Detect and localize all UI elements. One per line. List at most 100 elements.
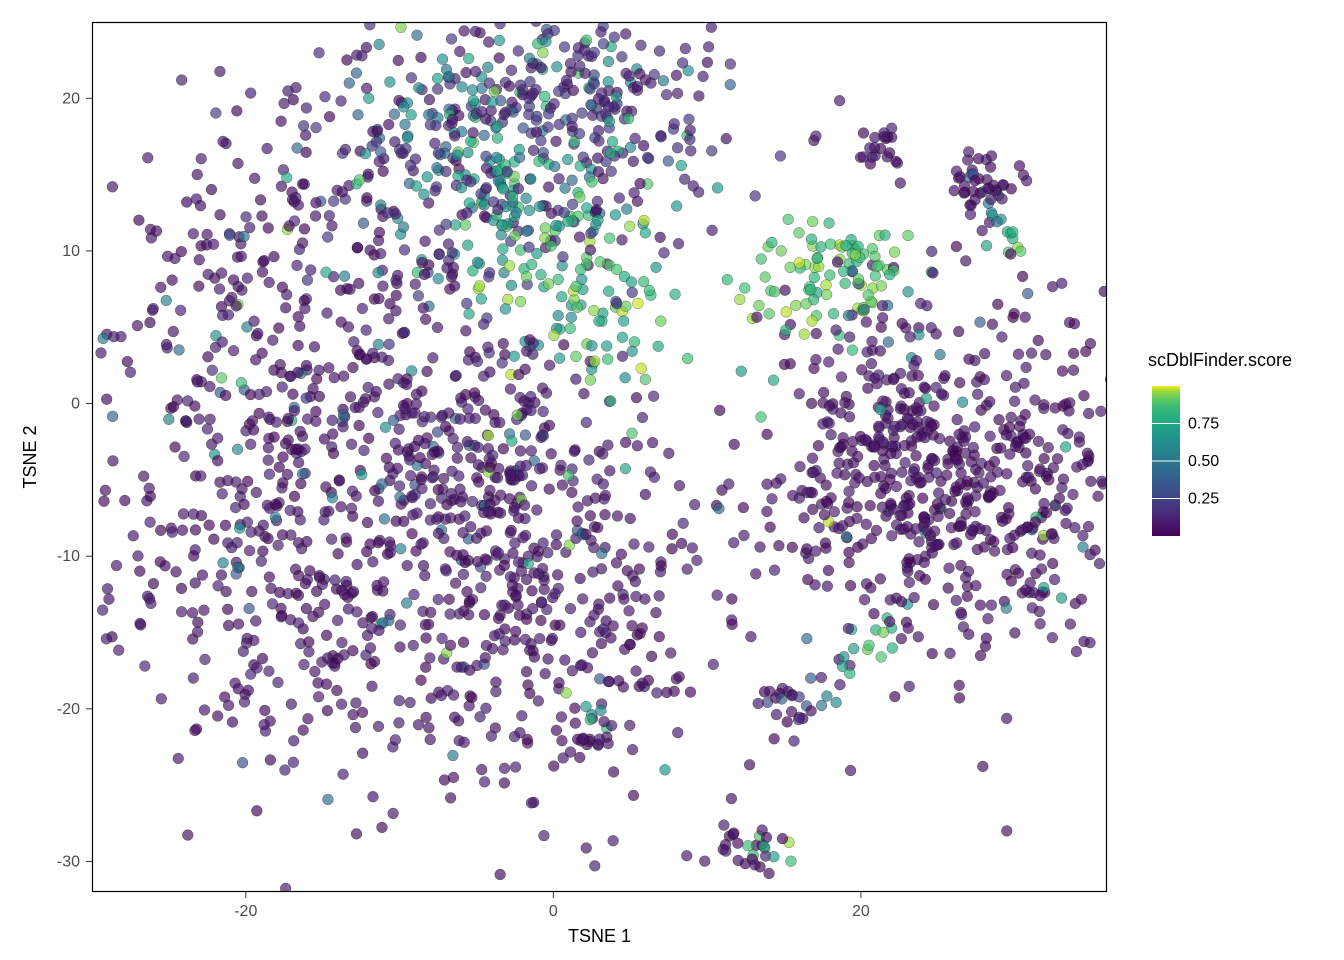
data-point: [556, 291, 567, 302]
x-tick-label: 20: [852, 903, 870, 920]
data-point: [397, 328, 408, 339]
data-point: [1013, 568, 1024, 579]
data-point: [410, 279, 421, 290]
data-point: [714, 503, 725, 514]
data-point: [811, 131, 822, 142]
data-point: [526, 797, 537, 808]
data-point: [352, 242, 363, 253]
data-point: [903, 286, 914, 297]
data-point: [886, 530, 897, 541]
data-point: [726, 615, 737, 626]
data-point: [111, 560, 122, 571]
data-point: [875, 346, 886, 357]
data-point: [197, 570, 208, 581]
data-point: [764, 308, 775, 319]
data-point: [541, 36, 552, 47]
data-point: [413, 290, 424, 301]
data-point: [611, 298, 622, 309]
data-point: [805, 284, 816, 295]
data-point: [1017, 271, 1028, 282]
data-point: [585, 510, 596, 521]
data-point: [80, 142, 91, 153]
data-point: [463, 53, 474, 64]
data-point: [933, 511, 944, 522]
data-point: [896, 596, 907, 607]
data-point: [594, 734, 605, 745]
y-tick-label: 10: [62, 243, 80, 260]
data-point: [870, 270, 881, 281]
data-point: [246, 586, 257, 597]
data-point: [834, 95, 845, 106]
data-point: [956, 468, 967, 479]
data-point: [505, 470, 516, 481]
data-point: [220, 520, 231, 531]
data-point: [728, 537, 739, 548]
data-point: [786, 856, 797, 867]
data-point: [862, 347, 873, 358]
data-point: [611, 264, 622, 275]
data-point: [134, 566, 145, 577]
data-point: [66, 649, 77, 660]
data-point: [951, 166, 962, 177]
data-point: [852, 513, 863, 524]
data-point: [322, 232, 333, 243]
data-point: [236, 251, 247, 262]
data-point: [575, 573, 586, 584]
data-point: [390, 734, 401, 745]
data-point: [440, 563, 451, 574]
data-point: [629, 336, 640, 347]
data-point: [57, 423, 68, 434]
data-point: [513, 46, 524, 57]
data-point: [352, 559, 363, 570]
data-point: [816, 700, 827, 711]
data-point: [206, 184, 217, 195]
data-point: [216, 372, 227, 383]
data-point: [228, 345, 239, 356]
data-point: [383, 119, 394, 130]
data-point: [293, 590, 304, 601]
data-point: [603, 76, 614, 87]
data-point: [802, 574, 813, 585]
data-point: [819, 509, 830, 520]
data-point: [581, 35, 592, 46]
data-point: [340, 144, 351, 155]
data-point: [769, 733, 780, 744]
data-point: [596, 638, 607, 649]
data-point: [783, 214, 794, 225]
data-point: [919, 382, 930, 393]
data-point: [362, 192, 373, 203]
data-point: [629, 187, 640, 198]
data-point: [725, 79, 736, 90]
data-point: [461, 208, 472, 219]
data-point: [764, 868, 775, 879]
data-point: [603, 286, 614, 297]
data-point: [526, 480, 537, 491]
data-point: [395, 492, 406, 503]
data-point: [646, 651, 657, 662]
data-point: [833, 344, 844, 355]
data-point: [295, 426, 306, 437]
data-point: [1109, 679, 1120, 690]
data-point: [1047, 558, 1058, 569]
data-point: [992, 299, 1003, 310]
data-point: [465, 691, 476, 702]
data-point: [624, 605, 635, 616]
data-point: [441, 166, 452, 177]
data-point: [824, 270, 835, 281]
data-point: [659, 247, 670, 258]
data-point: [1020, 433, 1031, 444]
data-point: [1110, 435, 1121, 446]
data-point: [1071, 646, 1082, 657]
data-point: [965, 209, 976, 220]
data-point: [1082, 448, 1093, 459]
data-point: [928, 599, 939, 610]
data-point: [161, 295, 172, 306]
data-point: [930, 540, 941, 551]
data-point: [457, 81, 468, 92]
data-point: [1013, 349, 1024, 360]
data-point: [104, 594, 115, 605]
data-point: [861, 519, 872, 530]
data-point: [623, 0, 634, 7]
data-point: [595, 256, 606, 267]
data-point: [482, 62, 493, 73]
